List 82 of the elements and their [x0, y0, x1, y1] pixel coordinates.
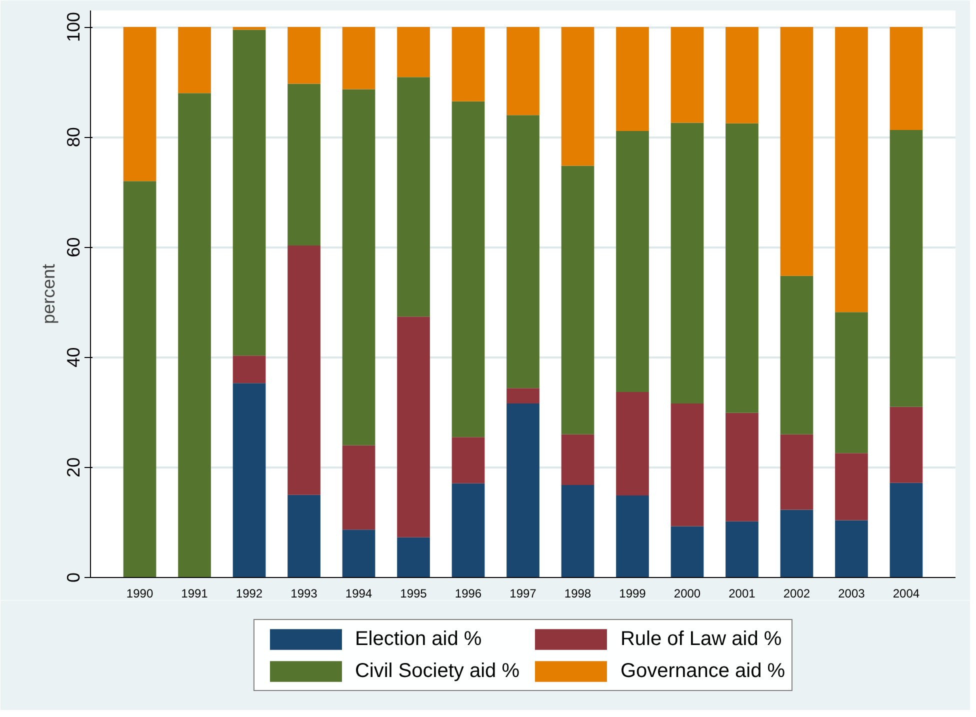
bar [342, 89, 376, 446]
bar [123, 27, 156, 182]
bar [452, 437, 485, 484]
x-tick-label: 1999 [619, 586, 646, 600]
bar [780, 276, 814, 434]
y-tick-label: 100 [64, 12, 84, 42]
bar [561, 27, 594, 166]
bar [342, 530, 376, 578]
legend-label: Rule of Law aid % [620, 628, 782, 650]
x-tick-label: 1997 [510, 586, 537, 600]
bar [506, 27, 540, 116]
bar [342, 27, 376, 90]
bar [178, 93, 211, 578]
bar [232, 383, 266, 578]
x-tick-label: 1992 [236, 586, 263, 600]
x-tick-label: 1990 [126, 586, 154, 600]
bar [726, 521, 758, 578]
x-tick-label: 1994 [345, 586, 372, 600]
bar [726, 412, 758, 522]
legend-label: Civil Society aid % [354, 660, 520, 682]
legend-label: Election aid % [354, 628, 483, 650]
x-tick-label: 1996 [454, 586, 482, 600]
bar [232, 356, 266, 384]
x-tick-label: 1995 [400, 586, 428, 600]
bar [616, 495, 649, 578]
y-tick-label: 0 [64, 572, 84, 583]
bar [397, 77, 430, 317]
y-tick-label: 60 [64, 237, 84, 258]
bar [890, 27, 923, 130]
x-tick-label: 2000 [674, 586, 701, 600]
bar [835, 453, 868, 520]
x-tick-label: 2001 [728, 586, 756, 600]
y-axis-title: percent [38, 264, 58, 324]
bar [288, 494, 320, 578]
bar [397, 537, 430, 578]
bar [670, 27, 704, 123]
bar [288, 246, 320, 495]
bar [835, 312, 868, 454]
bar [397, 316, 430, 538]
x-tick-label: 1998 [564, 586, 592, 600]
bar [452, 483, 485, 578]
bar [561, 166, 594, 434]
y-tick-label: 20 [64, 457, 84, 478]
bar [232, 27, 266, 30]
bar [890, 406, 923, 483]
legend-label: Governance aid % [620, 660, 786, 682]
x-tick-label: 2003 [838, 586, 866, 600]
bar [288, 27, 320, 84]
bar [123, 181, 156, 578]
y-tick-label: 40 [64, 347, 84, 368]
bar [452, 101, 485, 438]
bar [616, 392, 649, 496]
bar [561, 485, 594, 578]
bar [506, 404, 540, 578]
bar [342, 445, 376, 530]
bar [397, 27, 430, 78]
bar [890, 130, 923, 407]
bar [561, 434, 594, 486]
bar [616, 27, 649, 132]
bar [670, 122, 704, 404]
bar [288, 84, 320, 246]
bar [670, 526, 704, 578]
x-tick-label: 1991 [181, 586, 208, 600]
bar [452, 27, 485, 102]
bar [890, 482, 923, 578]
x-tick-label: 1993 [290, 586, 318, 600]
y-tick-label: 80 [64, 127, 84, 148]
bar [780, 27, 814, 276]
bar [726, 27, 758, 124]
bar [835, 27, 868, 312]
bar [506, 388, 540, 404]
bar [780, 510, 814, 578]
bar [835, 520, 868, 578]
bar [506, 115, 540, 388]
bar [232, 30, 266, 356]
x-tick-label: 2002 [783, 586, 810, 600]
bar [178, 27, 211, 94]
bar [780, 434, 814, 510]
x-tick-label: 2004 [892, 586, 920, 600]
bar [616, 131, 649, 392]
bar [726, 123, 758, 413]
bar [670, 404, 704, 526]
